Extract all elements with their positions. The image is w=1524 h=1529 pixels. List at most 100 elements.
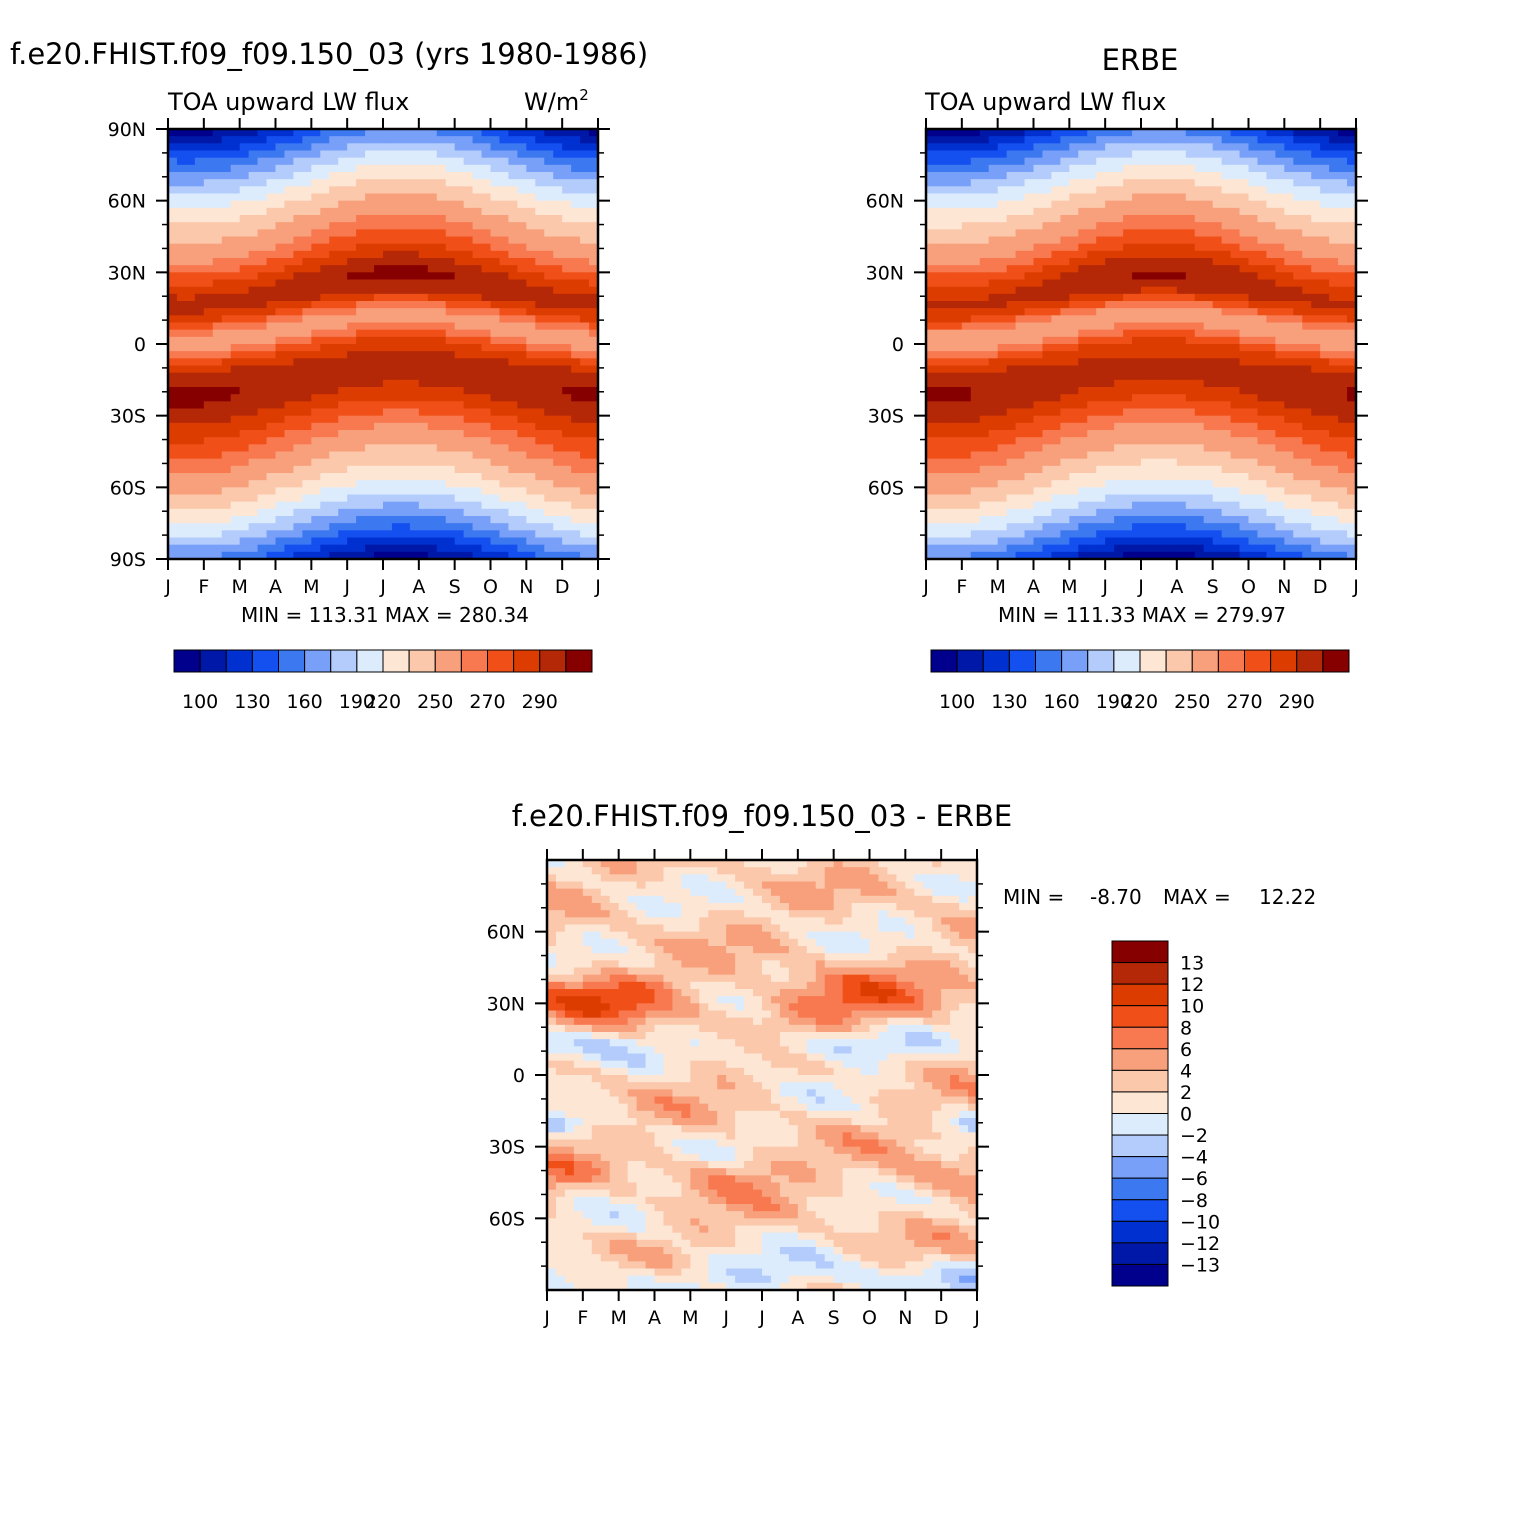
model-cell [562, 423, 572, 431]
model-cell [356, 344, 366, 352]
model-cell [392, 301, 402, 309]
model-cell [526, 244, 536, 252]
model-cell [544, 409, 554, 417]
model-cell [347, 394, 357, 402]
model-cell [195, 358, 205, 366]
model-cell [580, 172, 590, 180]
model-cell [177, 480, 187, 488]
obs-cell [1105, 165, 1115, 173]
model-cell [419, 229, 429, 237]
model-cell [186, 487, 196, 495]
model-cell [329, 358, 339, 366]
obs-cell [926, 401, 936, 409]
model-cell [347, 344, 357, 352]
model-cell [491, 366, 501, 374]
model-cell [401, 151, 411, 159]
model-cell [168, 265, 178, 273]
obs-cell [1222, 344, 1232, 352]
obs-cell [1293, 208, 1303, 216]
model-cell [231, 437, 241, 445]
obs-cell [1096, 315, 1106, 323]
model-cell [428, 401, 438, 409]
model-cell [499, 215, 509, 223]
model-cell [329, 516, 339, 524]
obs-cell [971, 186, 981, 194]
model-cell [293, 480, 303, 488]
obs-cell [926, 409, 936, 417]
model-cell [562, 509, 572, 517]
model-cell [240, 366, 250, 374]
obs-cell [1329, 366, 1339, 374]
model-cell [347, 495, 357, 503]
model-cell [526, 495, 536, 503]
model-colorbar-swatch [279, 650, 305, 672]
model-cell [410, 251, 420, 259]
model-cell [392, 265, 402, 273]
model-cell [428, 423, 438, 431]
obs-cell [1007, 323, 1017, 331]
model-cell [535, 401, 545, 409]
obs-cell [1096, 344, 1106, 352]
model-cell [195, 172, 205, 180]
obs-cell [1311, 229, 1321, 237]
obs-cell [1329, 315, 1339, 323]
model-cell [562, 530, 572, 538]
model-cell [401, 229, 411, 237]
model-cell [437, 509, 447, 517]
model-cell [544, 272, 554, 280]
model-cell [177, 294, 187, 302]
model-cell [428, 330, 438, 338]
obs-cell [1016, 287, 1026, 295]
model-cell [177, 394, 187, 402]
obs-cell [1293, 344, 1303, 352]
model-cell [491, 136, 501, 144]
obs-cell [1231, 366, 1241, 374]
model-cell [338, 222, 348, 230]
model-cell [213, 416, 223, 424]
model-cell [231, 502, 241, 510]
model-x-tick-label: J [343, 576, 350, 598]
model-cell [401, 208, 411, 216]
obs-cell [1257, 179, 1267, 187]
obs-cell [980, 280, 990, 288]
model-cell [383, 430, 393, 438]
model-cell [401, 516, 411, 524]
model-cell [410, 437, 420, 445]
model-cell [526, 473, 536, 481]
model-cell [302, 380, 312, 388]
obs-cell [998, 222, 1008, 230]
obs-cell [1275, 387, 1285, 395]
model-cell [186, 437, 196, 445]
obs-cell [1123, 308, 1133, 316]
obs-cell [1132, 136, 1142, 144]
obs-cell [953, 294, 963, 302]
obs-cell [1284, 315, 1294, 323]
model-cell [508, 251, 518, 259]
model-cell [499, 251, 509, 259]
obs-cell [1016, 244, 1026, 252]
obs-cell [1329, 337, 1339, 345]
obs-cell [926, 201, 936, 209]
obs-cell [1105, 208, 1115, 216]
model-cell [410, 502, 420, 510]
model-cell [571, 179, 581, 187]
model-cell [302, 258, 312, 266]
model-cell [338, 158, 348, 166]
model-cell [168, 251, 178, 259]
model-cell [517, 502, 527, 510]
model-cell [580, 251, 590, 259]
model-cell [437, 545, 447, 553]
model-cell [284, 287, 294, 295]
obs-cell [1195, 323, 1205, 331]
model-cell [401, 158, 411, 166]
obs-cell [1069, 179, 1079, 187]
model-cell [222, 194, 232, 202]
model-cell [231, 258, 241, 266]
model-cell [508, 444, 518, 452]
model-cell [186, 272, 196, 280]
model-colorbar-swatch [174, 650, 200, 672]
obs-cell [1204, 208, 1214, 216]
model-cell [455, 172, 465, 180]
model-cell [222, 380, 232, 388]
obs-cell [1302, 158, 1312, 166]
